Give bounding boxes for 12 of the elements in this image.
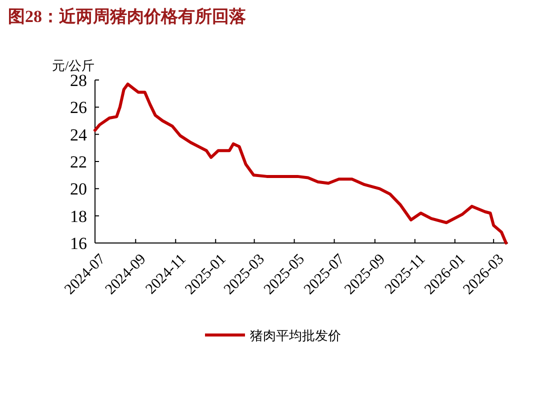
y-tick-label: 24 [70, 125, 88, 144]
line-series [94, 82, 508, 244]
y-tick-label: 28 [70, 71, 87, 90]
y-axis-title: 元/公斤 [52, 58, 95, 73]
y-tick-label: 18 [70, 206, 87, 226]
y-tick-label: 26 [70, 98, 87, 118]
legend-label: 猪肉平均批发价 [250, 328, 341, 343]
legend: 猪肉平均批发价 [205, 328, 341, 343]
chart-title: 图28：近两周猪肉价格有所回落 [8, 7, 246, 26]
y-tick-label: 22 [70, 152, 87, 172]
y-tick-label: 16 [70, 234, 87, 253]
y-tick-label: 20 [70, 180, 87, 199]
